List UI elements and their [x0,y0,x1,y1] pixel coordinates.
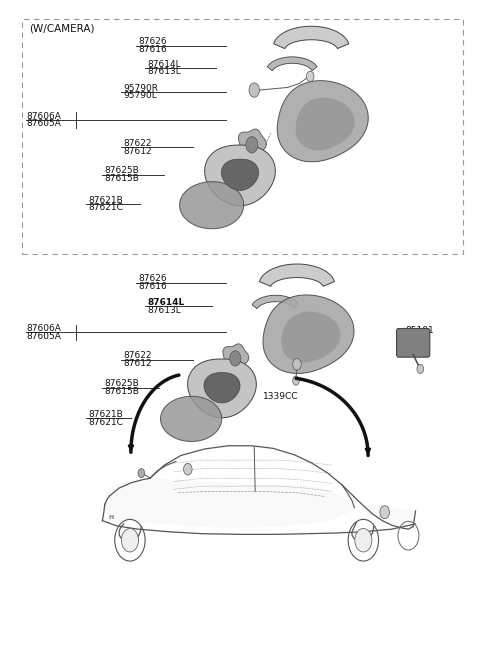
Polygon shape [252,295,299,309]
Circle shape [355,528,372,552]
Text: 87626: 87626 [138,37,167,47]
Text: (W/CAMERA): (W/CAMERA) [29,24,95,34]
Circle shape [417,365,424,373]
Polygon shape [296,98,355,150]
Text: 87622: 87622 [124,139,152,148]
Text: 1339CC: 1339CC [263,392,298,401]
Circle shape [121,528,138,552]
Circle shape [138,468,144,478]
Circle shape [293,359,301,370]
Text: 87621C: 87621C [88,418,123,427]
Text: 87606A: 87606A [26,324,61,333]
Text: 87606A: 87606A [26,112,61,121]
Text: 95790L: 95790L [124,91,157,101]
Polygon shape [239,129,266,162]
Circle shape [183,463,192,475]
Circle shape [293,376,300,385]
Text: 87626: 87626 [138,275,167,283]
Polygon shape [260,264,335,286]
Text: 87615B: 87615B [105,387,140,396]
FancyBboxPatch shape [396,328,430,357]
Text: 85101: 85101 [405,326,434,335]
Polygon shape [223,344,249,374]
Text: 87621B: 87621B [88,410,123,419]
Text: 87616: 87616 [138,283,167,291]
Text: 87614L: 87614L [147,298,185,307]
Polygon shape [277,81,368,162]
Text: 87614L: 87614L [147,60,181,68]
Circle shape [230,351,241,366]
Text: 87613L: 87613L [147,306,181,315]
Circle shape [306,71,314,81]
Polygon shape [204,373,240,403]
Polygon shape [204,145,276,206]
Polygon shape [102,478,416,528]
Polygon shape [263,295,354,373]
Text: 87615B: 87615B [105,174,140,183]
Text: 87622: 87622 [124,351,152,360]
Text: 87605A: 87605A [26,120,61,129]
Polygon shape [221,159,259,191]
Polygon shape [188,359,256,418]
Text: 87625B: 87625B [105,379,140,388]
Text: 87621C: 87621C [88,204,123,212]
Circle shape [380,506,389,519]
Text: 95790R: 95790R [124,83,159,93]
Text: 87625B: 87625B [105,166,140,175]
Text: 87616: 87616 [138,45,167,54]
Polygon shape [281,311,340,363]
Text: H: H [109,515,114,520]
Polygon shape [180,182,244,229]
Circle shape [249,83,260,97]
Polygon shape [274,26,348,49]
Text: 87612: 87612 [124,359,152,368]
Text: 87621B: 87621B [88,196,123,205]
Polygon shape [267,57,317,71]
Circle shape [246,137,258,153]
Text: 87605A: 87605A [26,332,61,341]
Polygon shape [160,396,222,442]
Text: 87612: 87612 [124,147,152,156]
Text: 87613L: 87613L [147,67,181,76]
